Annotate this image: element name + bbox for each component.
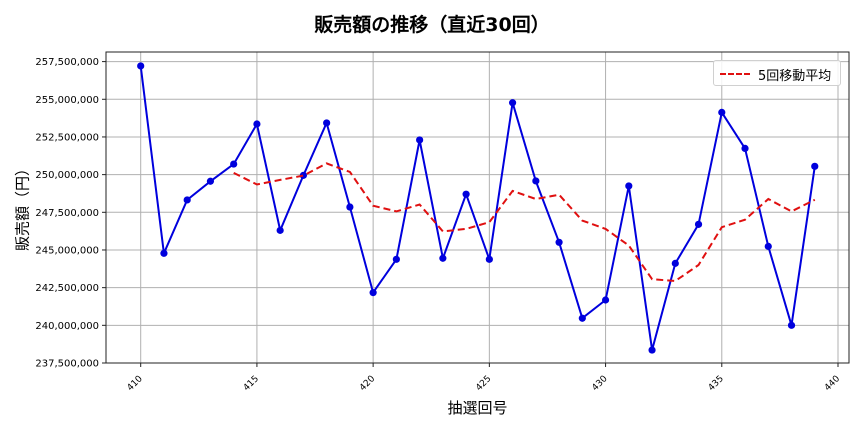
data-point-marker [508,99,517,107]
y-axis-label: 販売額（円） [13,160,32,252]
data-point-marker [299,171,308,179]
y-tick-label: 237,500,000 [35,359,99,370]
sales-line [139,65,816,351]
data-point-marker [741,144,749,153]
data-point-marker [532,177,540,185]
data-point-marker [601,296,610,304]
plot-frame [105,51,850,364]
data-point-marker [578,314,586,322]
data-point-marker [648,346,656,354]
data-point-marker [787,321,796,329]
y-tick-label: 252,500,000 [35,132,99,143]
grid-lines [106,52,849,363]
y-tick-label: 242,500,000 [35,283,99,294]
legend-dash-swatch [720,73,750,75]
data-point-marker [137,62,145,70]
data-point-marker [764,242,772,250]
data-point-marker [206,177,215,185]
series-layer [137,62,819,354]
y-tick-label: 240,000,000 [35,321,99,332]
data-point-marker [323,119,331,127]
data-point-marker [811,162,819,170]
y-tick-label: 255,000,000 [35,95,99,106]
data-point-marker [230,160,238,168]
x-tick-label: 425 [474,374,493,393]
y-tick-label: 247,500,000 [35,208,99,219]
data-point-marker [253,120,261,128]
data-point-marker [718,108,726,116]
data-point-marker [183,196,191,204]
y-tick-label: 245,000,000 [35,245,99,256]
y-tick-label: 257,500,000 [35,57,99,68]
x-tick-label: 430 [590,374,609,393]
data-point-marker [555,238,563,246]
y-axis-ticks: 237,500,000 240,000,000 242,500,000 245,000… [35,57,106,370]
data-point-marker [671,259,679,267]
data-point-marker [346,203,354,211]
data-point-marker [369,289,377,297]
data-point-marker [694,220,703,228]
x-tick-label: 415 [242,374,261,393]
legend-label: 5回移動平均 [758,69,832,84]
x-tick-label: 420 [358,374,377,393]
y-tick-label: 250,000,000 [35,170,99,181]
data-point-marker [462,190,470,198]
data-point-marker [160,249,168,257]
x-tick-label: 440 [823,374,842,393]
x-tick-label: 435 [707,374,726,393]
x-axis-ticks: 410 415 420 425 430 435 440 [126,363,842,393]
legend: 5回移動平均 [713,60,841,86]
x-tick-label: 410 [126,374,145,393]
data-point-marker [485,255,493,263]
data-point-marker [416,136,424,144]
moving-average-line [233,162,816,283]
data-point-marker [439,254,447,262]
x-axis-label: 抽選回号 [447,399,508,417]
data-point-marker [392,255,400,263]
data-point-marker [625,182,633,190]
data-point-marker [276,226,284,234]
chart-title: 販売額の推移（直近30回） [314,14,550,36]
